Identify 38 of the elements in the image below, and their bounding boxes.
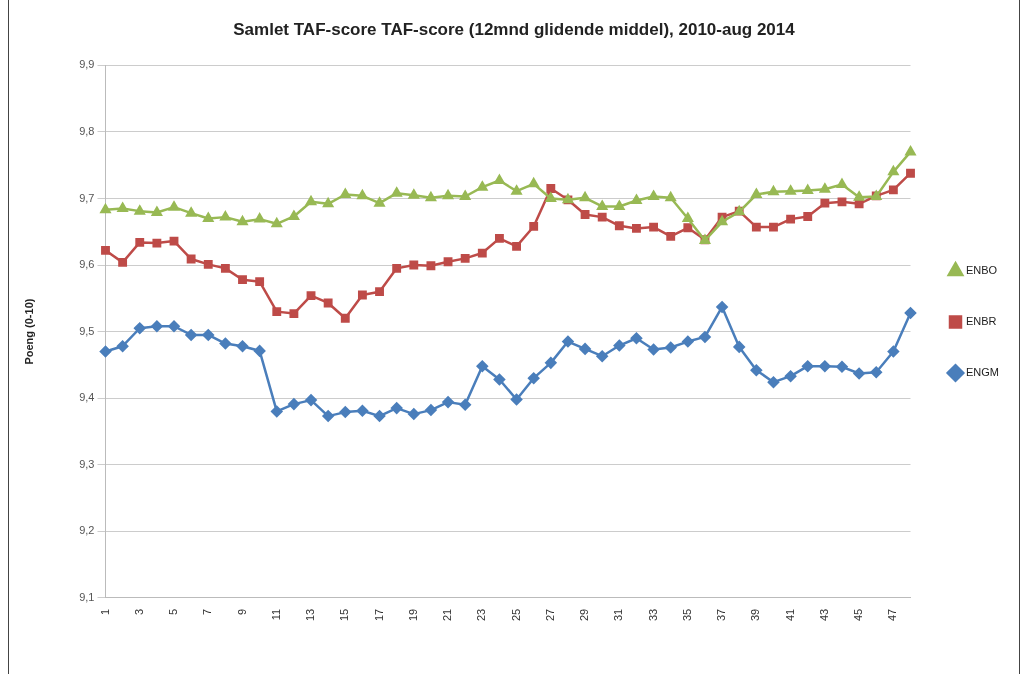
x-tick-label: 43 [817,608,830,622]
y-tick-label: 9,7 [79,191,95,204]
y-tick-label: 9,2 [79,524,95,537]
legend-label: ENBO [966,264,998,277]
y-tick-label: 9,8 [79,124,95,137]
x-tick-label: 13 [304,608,317,622]
x-tick-label: 37 [715,608,728,622]
x-tick-label: 31 [612,608,625,622]
y-tick-label: 9,9 [79,58,95,71]
x-tick-label: 41 [783,608,796,622]
x-tick-label: 45 [852,608,865,622]
chart-title: Samlet TAF-score TAF-score (12mnd glidende middel), 2010-aug 2014 [233,19,796,39]
x-tick-label: 47 [886,608,899,622]
x-tick-label: 29 [578,608,591,622]
x-tick-label: 19 [406,608,419,622]
x-tick-label: 21 [441,608,454,622]
y-tick-label: 9,6 [79,258,95,271]
y-tick-label: 9,4 [79,391,95,404]
x-tick-label: 27 [543,608,556,622]
x-tick-label: 11 [269,608,282,621]
x-tick-label: 39 [749,608,762,622]
legend-label: ENGM [966,366,999,379]
y-tick-label: 9,3 [79,457,95,470]
x-tick-label: 1 [98,608,111,615]
x-tick-label: 5 [167,608,180,615]
x-tick-label: 15 [338,608,351,622]
y-axis-title: Poeng (0-10) [22,298,35,365]
x-tick-label: 23 [475,608,488,622]
x-tick-label: 9 [235,608,248,615]
x-tick-label: 25 [509,608,522,622]
y-tick-label: 9,1 [79,590,95,603]
x-tick-label: 33 [646,608,659,622]
y-tick-label: 9,5 [79,324,95,337]
x-tick-label: 7 [201,608,214,615]
x-tick-label: 35 [680,608,693,622]
x-tick-label: 17 [372,608,385,622]
x-tick-label: 3 [132,608,145,615]
legend-label: ENBR [966,315,997,328]
